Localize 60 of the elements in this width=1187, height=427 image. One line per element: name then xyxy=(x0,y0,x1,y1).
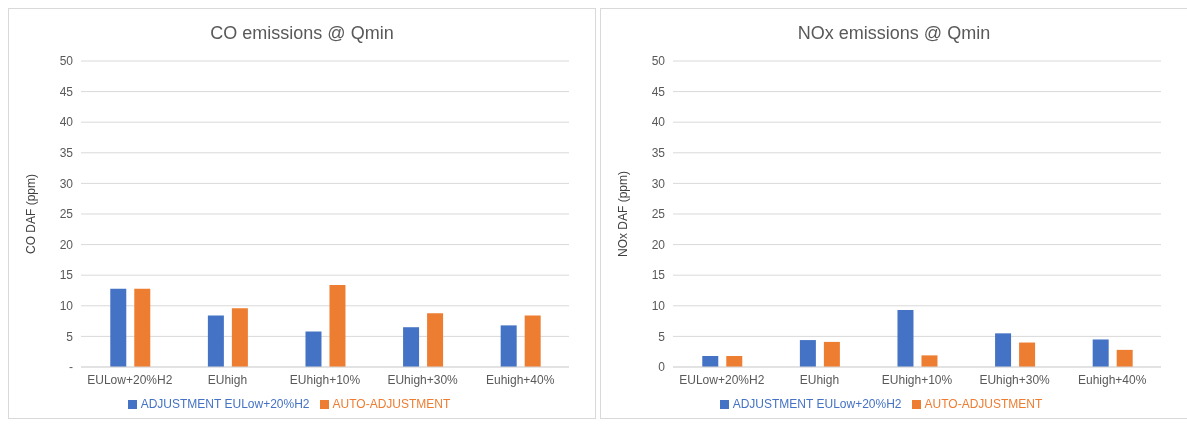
y-tick-label: 15 xyxy=(651,268,666,283)
y-tick-label: 5 xyxy=(658,329,666,344)
bar xyxy=(231,308,248,367)
bar xyxy=(726,355,743,367)
y-tick-label: 50 xyxy=(651,54,666,69)
y-tick-label: 30 xyxy=(59,176,74,191)
chart-title: CO emissions @ Qmin xyxy=(209,23,395,45)
bar xyxy=(823,341,840,367)
bar xyxy=(329,284,346,367)
y-tick-label: 5 xyxy=(66,329,74,344)
bar xyxy=(799,340,816,367)
bar xyxy=(897,310,914,367)
x-tick-label: EUhigh+30% xyxy=(979,372,1051,387)
y-tick-label: 20 xyxy=(651,237,666,252)
x-tick-label: EUhigh xyxy=(207,372,248,387)
y-tick-label: 40 xyxy=(651,115,666,130)
x-tick-label: EUhigh+10% xyxy=(289,372,361,387)
y-tick-label: 35 xyxy=(59,146,74,161)
y-tick-label: 40 xyxy=(59,115,74,130)
bar xyxy=(921,355,938,367)
y-tick-label: 35 xyxy=(651,146,666,161)
y-tick-label: - xyxy=(69,360,73,375)
legend-label: ADJUSTMENT EULow+20%H2 xyxy=(140,397,310,411)
x-tick-label: EUhigh+10% xyxy=(881,372,953,387)
x-tick-label: EULow+20%H2 xyxy=(87,372,173,387)
legend-label: ADJUSTMENT EULow+20%H2 xyxy=(732,397,902,411)
bar xyxy=(207,315,224,367)
bar xyxy=(1019,342,1036,367)
y-tick-label: 45 xyxy=(651,84,666,99)
y-tick-label: 10 xyxy=(651,299,666,314)
legend-label: AUTO-ADJUSTMENT xyxy=(924,397,1043,411)
y-tick-label: 50 xyxy=(59,54,74,69)
bar xyxy=(1092,339,1109,367)
bar xyxy=(403,327,420,367)
bar xyxy=(110,288,127,367)
bar xyxy=(500,325,517,367)
bar xyxy=(427,313,444,367)
bar xyxy=(1116,349,1133,367)
x-tick-label: Euhigh+40% xyxy=(486,372,555,387)
chart-title: NOx emissions @ Qmin xyxy=(796,23,992,45)
bar xyxy=(524,315,541,367)
y-axis-title: NOx DAF (ppm) xyxy=(616,170,631,258)
y-tick-label: 30 xyxy=(651,176,666,191)
x-tick-label: EULow+20%H2 xyxy=(679,372,765,387)
y-tick-label: 20 xyxy=(59,237,74,252)
y-tick-label: 10 xyxy=(59,299,74,314)
legend-label: AUTO-ADJUSTMENT xyxy=(332,397,451,411)
y-tick-label: 15 xyxy=(59,268,74,283)
x-tick-label: EUhigh+30% xyxy=(387,372,459,387)
y-axis-title: CO DAF (ppm) xyxy=(24,173,39,255)
y-tick-label: 0 xyxy=(658,360,666,375)
bar xyxy=(995,333,1012,367)
bar xyxy=(134,288,151,367)
x-tick-label: Euhigh+40% xyxy=(1078,372,1147,387)
x-tick-label: EUhigh xyxy=(799,372,840,387)
bar xyxy=(702,355,719,367)
bar xyxy=(305,331,322,367)
y-tick-label: 25 xyxy=(651,207,666,222)
y-tick-label: 45 xyxy=(59,84,74,99)
y-tick-label: 25 xyxy=(59,207,74,222)
